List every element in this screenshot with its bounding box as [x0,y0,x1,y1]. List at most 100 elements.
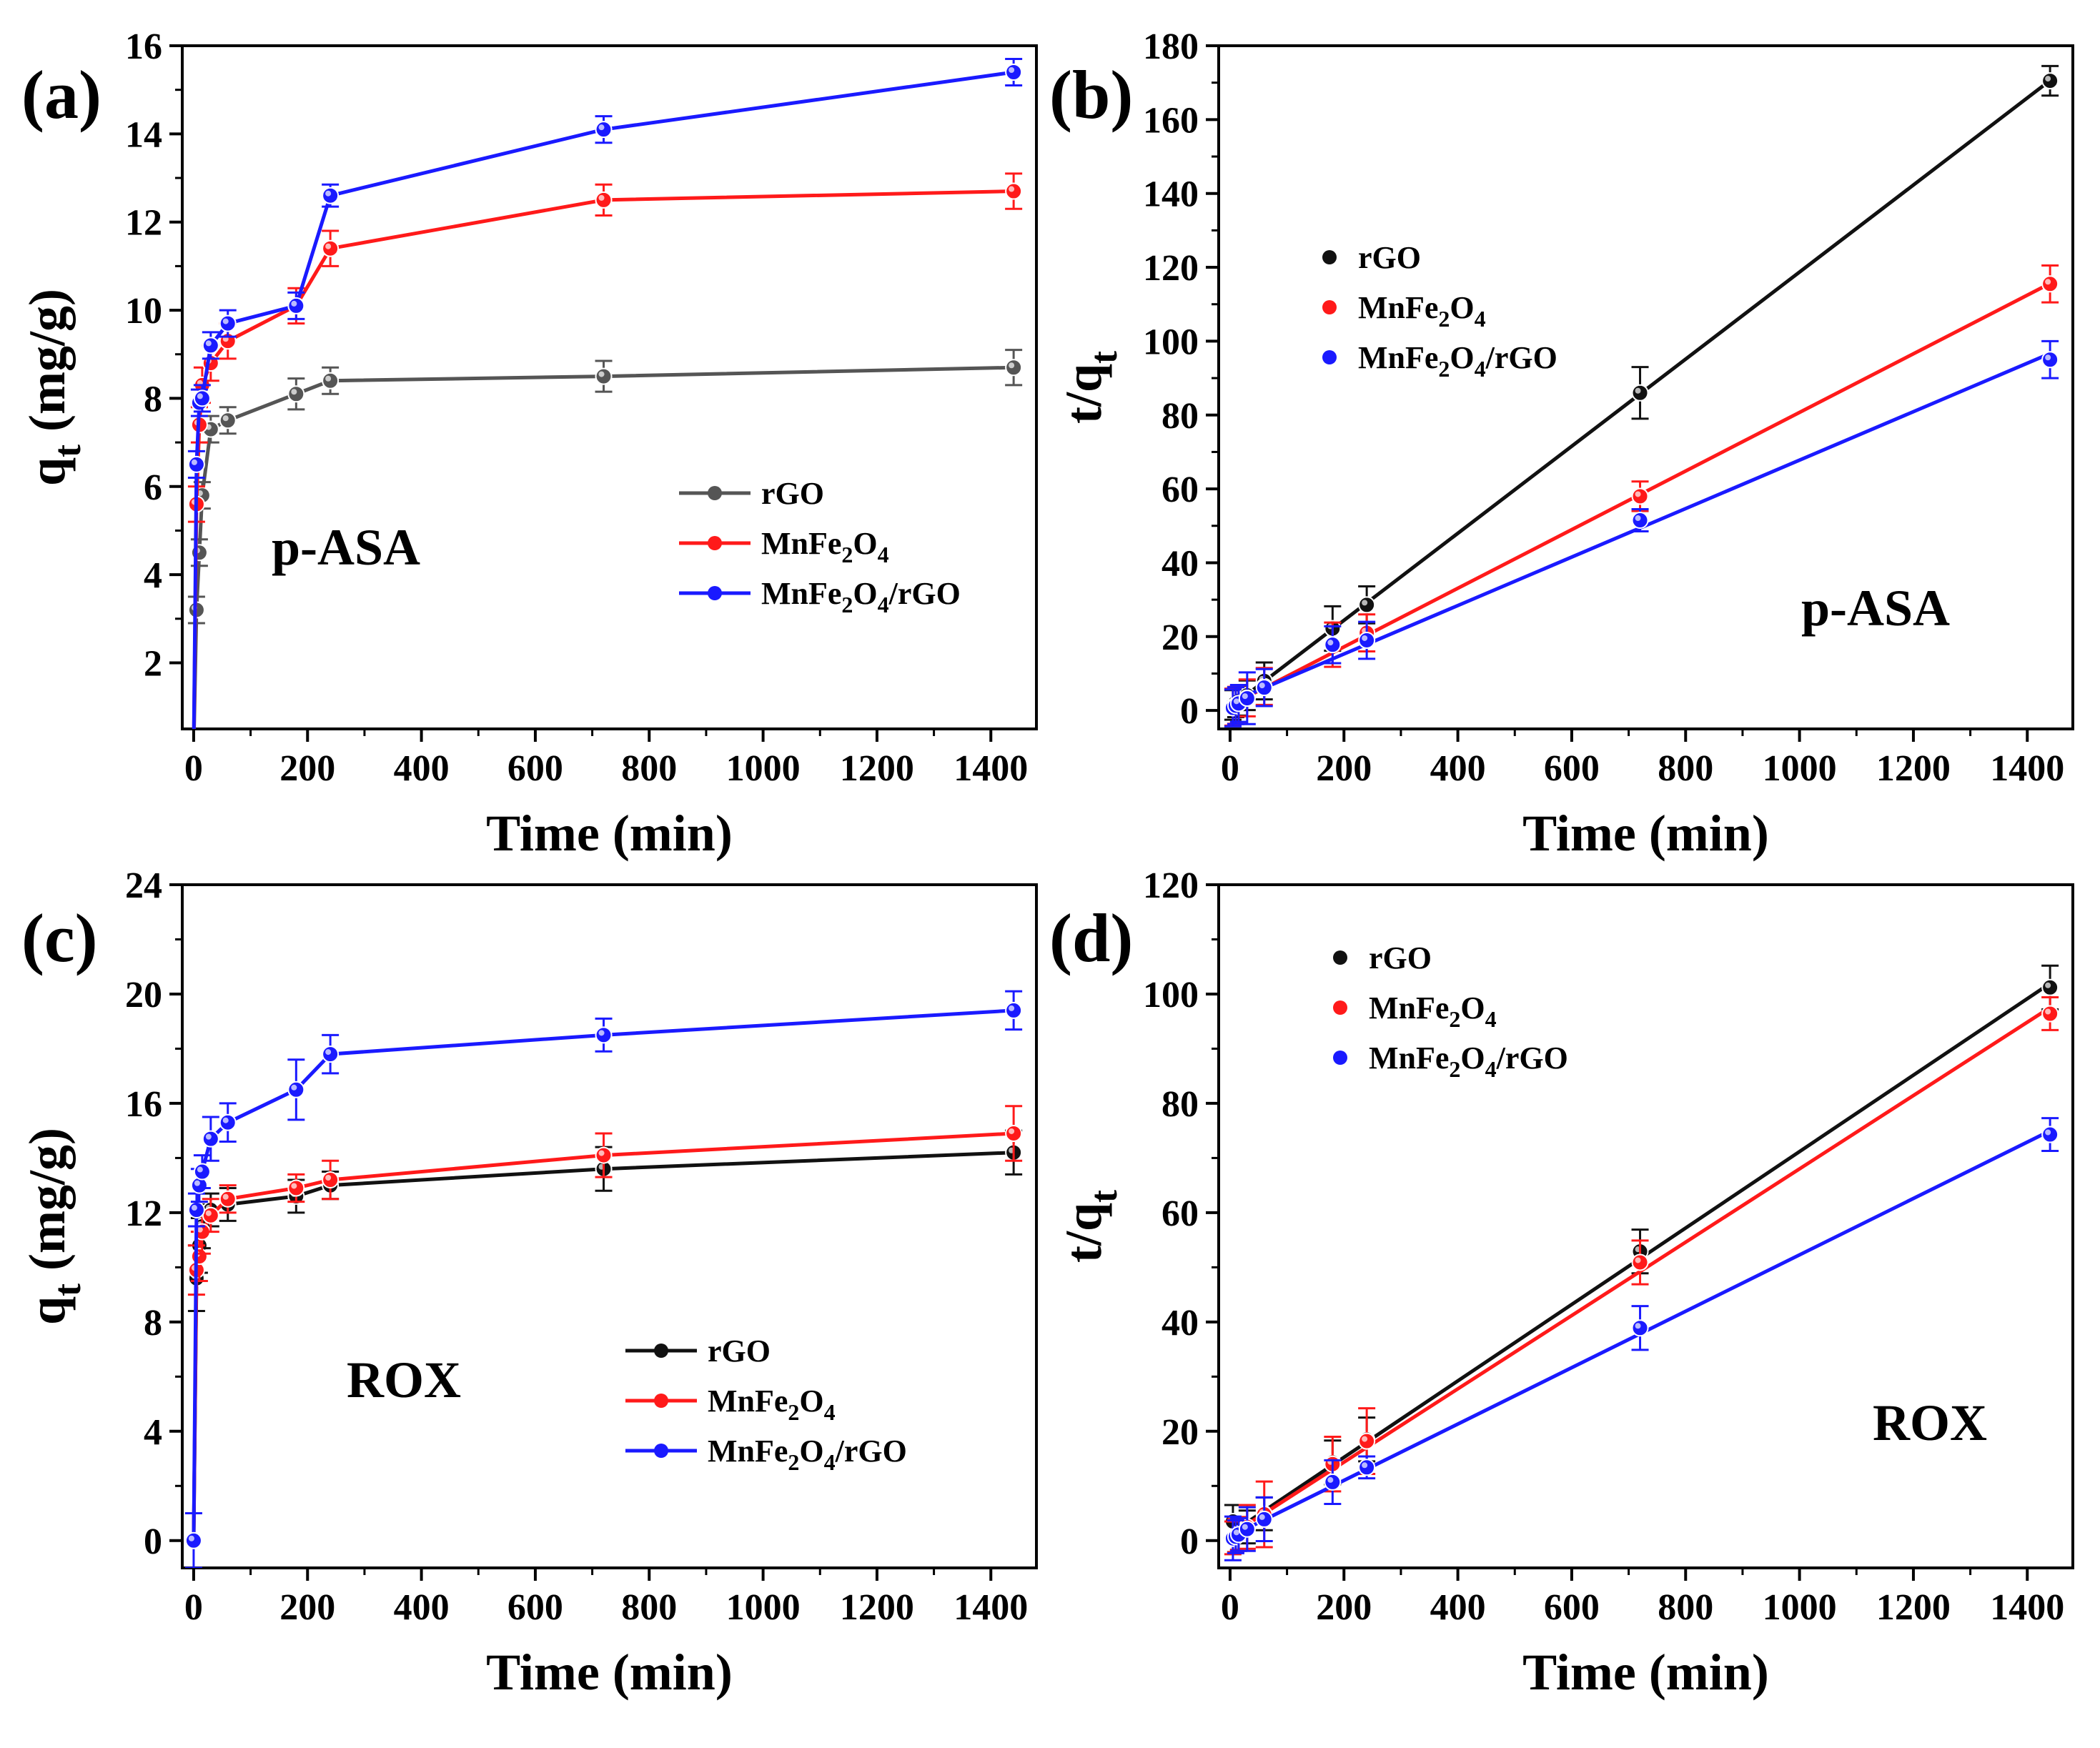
series-line [192,1008,1014,1541]
data-point [1358,1459,1376,1476]
data-point-highlight [598,1030,605,1036]
data-point-highlight [197,393,203,399]
series-line [192,189,1014,729]
data-point-highlight [1242,693,1248,700]
data-point [1631,1253,1649,1271]
data-point [1005,359,1023,377]
data-point-highlight [1327,1476,1334,1483]
x-tick-label: 1000 [726,748,801,789]
y-tick-label: 2 [144,643,162,684]
series-1 [1224,264,2059,727]
data-point-highlight [1009,1005,1015,1011]
data-point [1324,1473,1342,1491]
y-tick-label: 14 [125,114,162,155]
legend-label: rGO [708,1334,771,1369]
data-point-highlight [197,1166,203,1173]
annotation: p-ASA [272,519,420,576]
data-point-highlight [291,1084,297,1091]
x-tick-label: 200 [279,1587,335,1628]
x-tick-label: 200 [1316,1587,1372,1628]
data-point [1631,384,1649,402]
y-tick-label: 140 [1143,174,1199,215]
data-point [2041,978,2059,996]
y-tick-label: 160 [1143,100,1199,141]
legend-label: MnFe2O4/rGO [1369,1041,1568,1082]
series-layer [184,990,1023,1568]
x-tick-label: 600 [1544,1587,1600,1628]
series-layer [1224,964,2059,1561]
legend-label: MnFe2O4/rGO [761,576,961,617]
panel-letter: (c) [21,900,98,976]
data-point-highlight [1233,1529,1239,1536]
data-point [1358,1432,1376,1450]
y-tick-label: 80 [1162,396,1199,437]
data-point [595,121,613,139]
x-tick-label: 400 [394,1587,450,1628]
y-tick-label: 20 [1162,1412,1199,1453]
data-point [595,1146,613,1164]
data-point-highlight [1009,67,1015,74]
y-tick-label: 0 [1180,1521,1199,1562]
series-2 [184,990,1023,1568]
x-tick-label: 400 [1430,748,1486,789]
data-point [1631,512,1649,530]
data-point-highlight [1635,515,1641,522]
annotation: p-ASA [1801,580,1950,637]
data-point-highlight [1259,682,1265,689]
data-point-highlight [222,415,229,422]
legend: rGO MnFe2O4 MnFe2O4/rGO [1322,240,1557,382]
data-point-highlight [291,1183,297,1189]
data-point [322,1171,340,1188]
series-line [192,365,1014,729]
data-point [595,367,613,385]
data-point-highlight [325,190,332,197]
data-point-highlight [1635,491,1641,497]
x-tick-label: 600 [1544,748,1600,789]
data-point-highlight [1362,1436,1368,1442]
legend-label: MnFe2O4/rGO [1358,340,1557,382]
data-point-highlight [1635,1257,1641,1263]
data-point-highlight [194,1180,200,1186]
data-point [190,1176,208,1194]
y-tick-label: 60 [1162,470,1199,510]
data-point [1631,1319,1649,1337]
annotation: ROX [1873,1394,1987,1451]
data-point-highlight [1233,698,1239,705]
data-point-highlight [2045,76,2051,82]
data-point-highlight [222,1117,229,1123]
panel-a: (a) 0 200 400 600 800 1000 1200 1400 2 4 6 8 10 12 14 16… [19,26,1038,862]
data-point [2041,275,2059,293]
x-tick-label: 1400 [1990,748,2064,789]
x-axis-label: Time (min) [486,1644,733,1701]
data-point [287,1081,305,1098]
data-point-highlight [1362,635,1368,641]
data-point-highlight [1242,1524,1248,1530]
x-tick-label: 800 [1658,748,1713,789]
data-point-highlight [598,194,605,201]
data-point-highlight [197,1226,203,1233]
legend-label: MnFe2O4 [761,526,889,567]
legend-label: rGO [1358,240,1421,275]
series-line [192,1151,1014,1541]
legend-marker [708,486,722,500]
y-tick-label: 80 [1162,1084,1199,1125]
y-tick-label: 20 [1162,617,1199,658]
legend-marker [1322,350,1337,364]
data-point [187,455,205,473]
legend-marker [654,1394,668,1408]
x-tick-label: 800 [621,1587,677,1628]
data-point-highlight [222,1193,229,1200]
legend: rGO MnFe2O4 MnFe2O4/rGO [679,476,961,617]
x-tick-label: 800 [621,748,677,789]
data-point [287,385,305,403]
data-point-highlight [598,124,605,131]
data-point-highlight [325,1174,332,1181]
legend: rGO MnFe2O4 MnFe2O4/rGO [625,1334,907,1475]
data-point-highlight [2045,1129,2051,1136]
y-tick-label: 120 [1143,248,1199,289]
y-tick-label: 4 [144,1412,162,1453]
data-point-highlight [205,340,212,347]
plot-frame [1217,44,2074,730]
data-point [202,1206,219,1224]
x-axis-label: Time (min) [1522,1644,1769,1701]
